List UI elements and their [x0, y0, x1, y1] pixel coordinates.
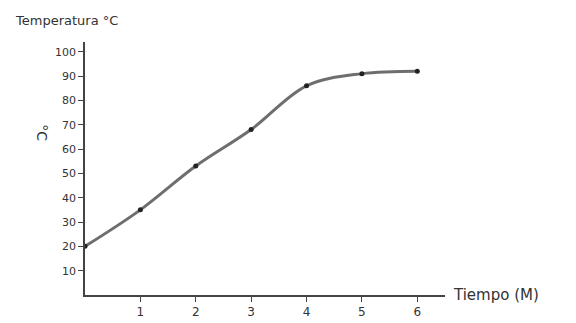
svg-text:90: 90: [62, 70, 76, 83]
svg-text:70: 70: [62, 119, 76, 132]
svg-text:°C: °C: [34, 124, 50, 141]
svg-text:4: 4: [303, 305, 311, 319]
svg-text:2: 2: [192, 305, 200, 319]
svg-text:60: 60: [62, 143, 76, 156]
svg-text:30: 30: [62, 216, 76, 229]
svg-text:6: 6: [413, 305, 421, 319]
svg-text:Tiempo (M): Tiempo (M): [453, 286, 539, 304]
svg-text:80: 80: [62, 94, 76, 107]
svg-text:1: 1: [137, 305, 145, 319]
svg-text:100: 100: [55, 46, 76, 59]
svg-text:20: 20: [62, 240, 76, 253]
svg-text:10: 10: [62, 265, 76, 278]
svg-text:Temperatura °C: Temperatura °C: [15, 13, 118, 28]
svg-text:50: 50: [62, 167, 76, 180]
svg-text:5: 5: [358, 305, 366, 319]
svg-text:40: 40: [62, 192, 76, 205]
svg-text:3: 3: [247, 305, 255, 319]
